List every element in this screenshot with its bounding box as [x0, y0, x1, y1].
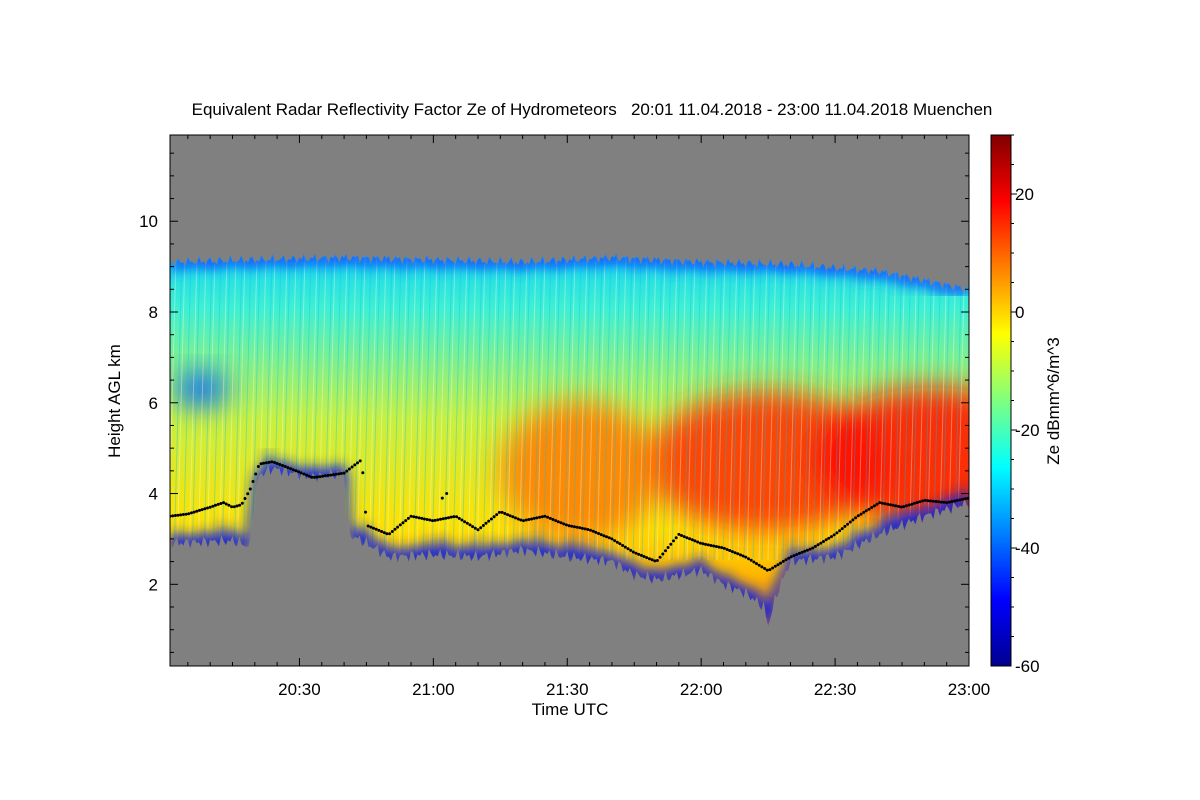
colorbar	[990, 134, 1012, 667]
y-tick-label: 4	[149, 485, 158, 504]
reflectivity-core	[500, 400, 661, 541]
colorbar-tick-label: -60	[1015, 657, 1040, 676]
y-axis-label: Height AGL km	[105, 344, 124, 458]
y-tick-label: 2	[149, 575, 158, 594]
x-tick-label: 22:00	[680, 680, 723, 699]
x-tick-label: 23:00	[948, 680, 991, 699]
x-tick-label: 20:30	[278, 680, 321, 699]
x-tick-label: 21:00	[412, 680, 455, 699]
colorbar-label: Ze dBmm^6/m^3	[1044, 337, 1063, 464]
melting-layer-line	[170, 459, 969, 572]
x-axis-label: Time UTC	[532, 700, 609, 719]
colorbar-tick-label: 20	[1015, 185, 1034, 204]
x-tick-label: 21:30	[546, 680, 589, 699]
colorbar-tick-label: 0	[1015, 303, 1024, 322]
colorbar-tick-label: -20	[1015, 421, 1040, 440]
x-tick-label: 22:30	[814, 680, 857, 699]
colorbar-tick-label: -40	[1015, 539, 1040, 558]
y-tick-label: 10	[139, 212, 158, 231]
chart-title: Equivalent Radar Reflectivity Factor Ze …	[192, 100, 993, 119]
y-tick-label: 8	[149, 303, 158, 322]
reflectivity-core	[175, 371, 228, 408]
y-tick-label: 6	[149, 394, 158, 413]
plot-frame	[169, 134, 970, 667]
reflectivity-core	[813, 387, 969, 528]
